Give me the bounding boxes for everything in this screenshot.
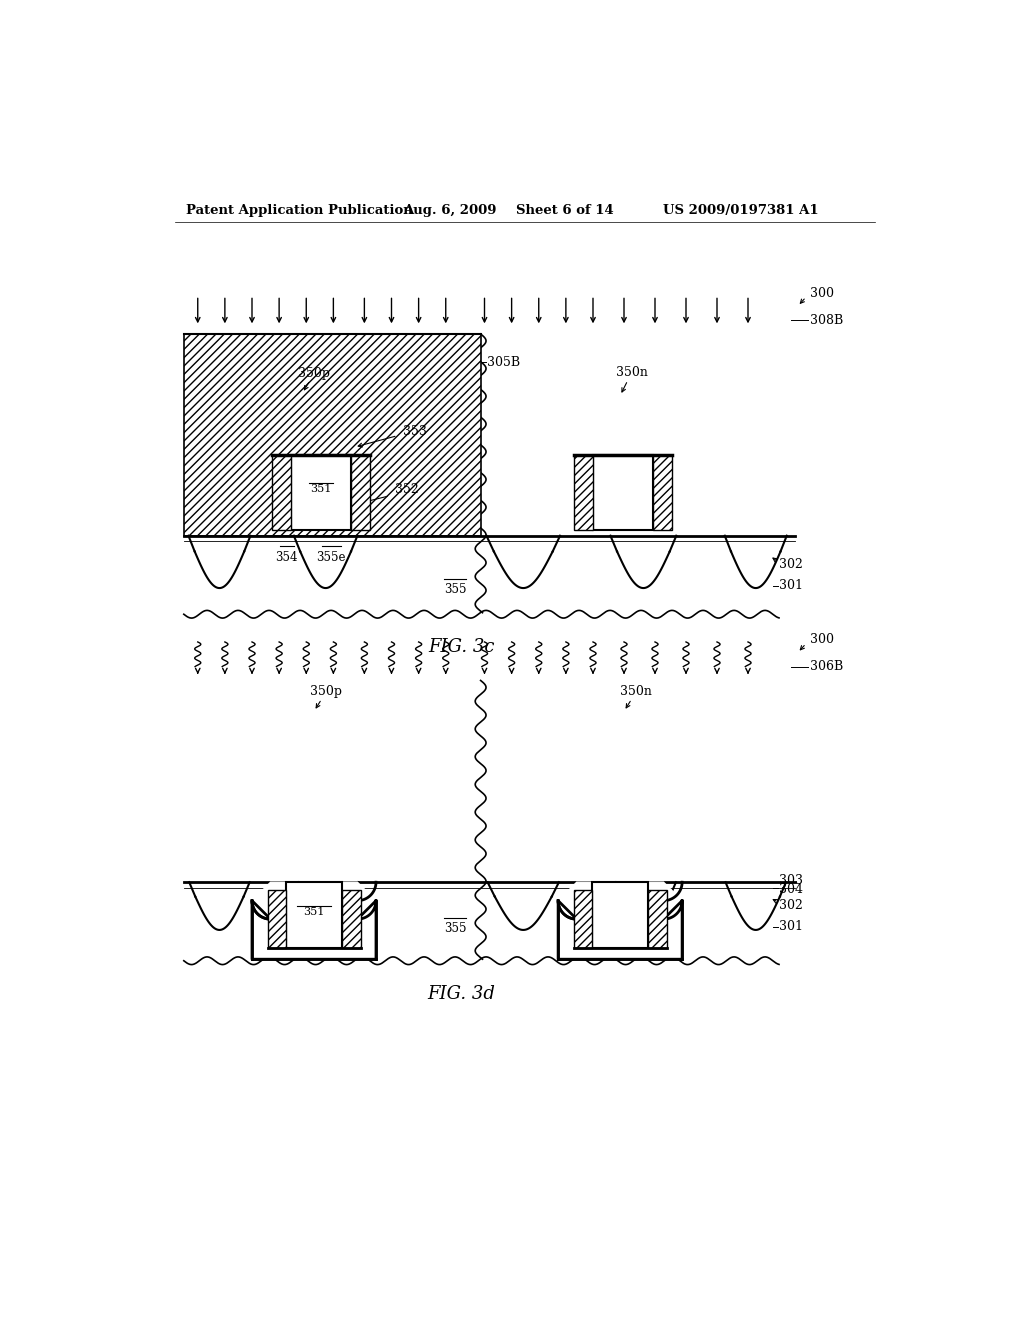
Bar: [593, 455, 653, 531]
Bar: [648, 890, 667, 948]
Bar: [286, 882, 342, 948]
Bar: [183, 334, 480, 536]
Bar: [272, 455, 291, 531]
Text: 300: 300: [810, 286, 834, 300]
Bar: [653, 455, 672, 531]
Text: 353: 353: [403, 425, 427, 438]
Text: 302: 302: [779, 899, 803, 912]
Text: 304: 304: [779, 883, 803, 896]
Text: 355: 355: [443, 583, 466, 597]
Text: 355: 355: [443, 923, 466, 936]
Text: 302: 302: [779, 558, 803, 572]
Text: 354: 354: [271, 891, 294, 904]
Text: 350n: 350n: [615, 366, 648, 379]
Bar: [351, 455, 370, 531]
Bar: [573, 890, 592, 948]
Text: 308B: 308B: [810, 314, 843, 326]
Bar: [291, 455, 351, 531]
Text: 351: 351: [310, 484, 332, 494]
Text: 303: 303: [779, 874, 803, 887]
Text: 354: 354: [275, 552, 298, 564]
Polygon shape: [252, 882, 376, 960]
Text: 351: 351: [303, 907, 325, 916]
Text: US 2009/0197381 A1: US 2009/0197381 A1: [663, 205, 818, 218]
Text: FIG. 3c: FIG. 3c: [428, 639, 495, 656]
Text: 350n: 350n: [620, 685, 651, 698]
Bar: [267, 890, 286, 948]
Text: 306B: 306B: [810, 660, 843, 673]
Text: 350p: 350p: [309, 685, 342, 698]
Text: 350p: 350p: [298, 367, 330, 380]
Text: Sheet 6 of 14: Sheet 6 of 14: [515, 205, 613, 218]
Text: FIG. 3d: FIG. 3d: [427, 985, 496, 1003]
Text: 352: 352: [395, 483, 419, 496]
Text: 300: 300: [810, 634, 834, 647]
Text: 354S: 354S: [618, 924, 649, 937]
Text: Patent Application Publication: Patent Application Publication: [186, 205, 413, 218]
Text: 355e: 355e: [314, 891, 344, 904]
Polygon shape: [558, 882, 682, 960]
Text: Aug. 6, 2009: Aug. 6, 2009: [403, 205, 497, 218]
Bar: [592, 882, 648, 948]
Text: 301: 301: [779, 579, 803, 593]
Text: 301: 301: [779, 920, 803, 933]
Text: 355e: 355e: [316, 552, 346, 564]
Bar: [342, 890, 360, 948]
Bar: [574, 455, 593, 531]
Text: 305B: 305B: [486, 356, 520, 370]
